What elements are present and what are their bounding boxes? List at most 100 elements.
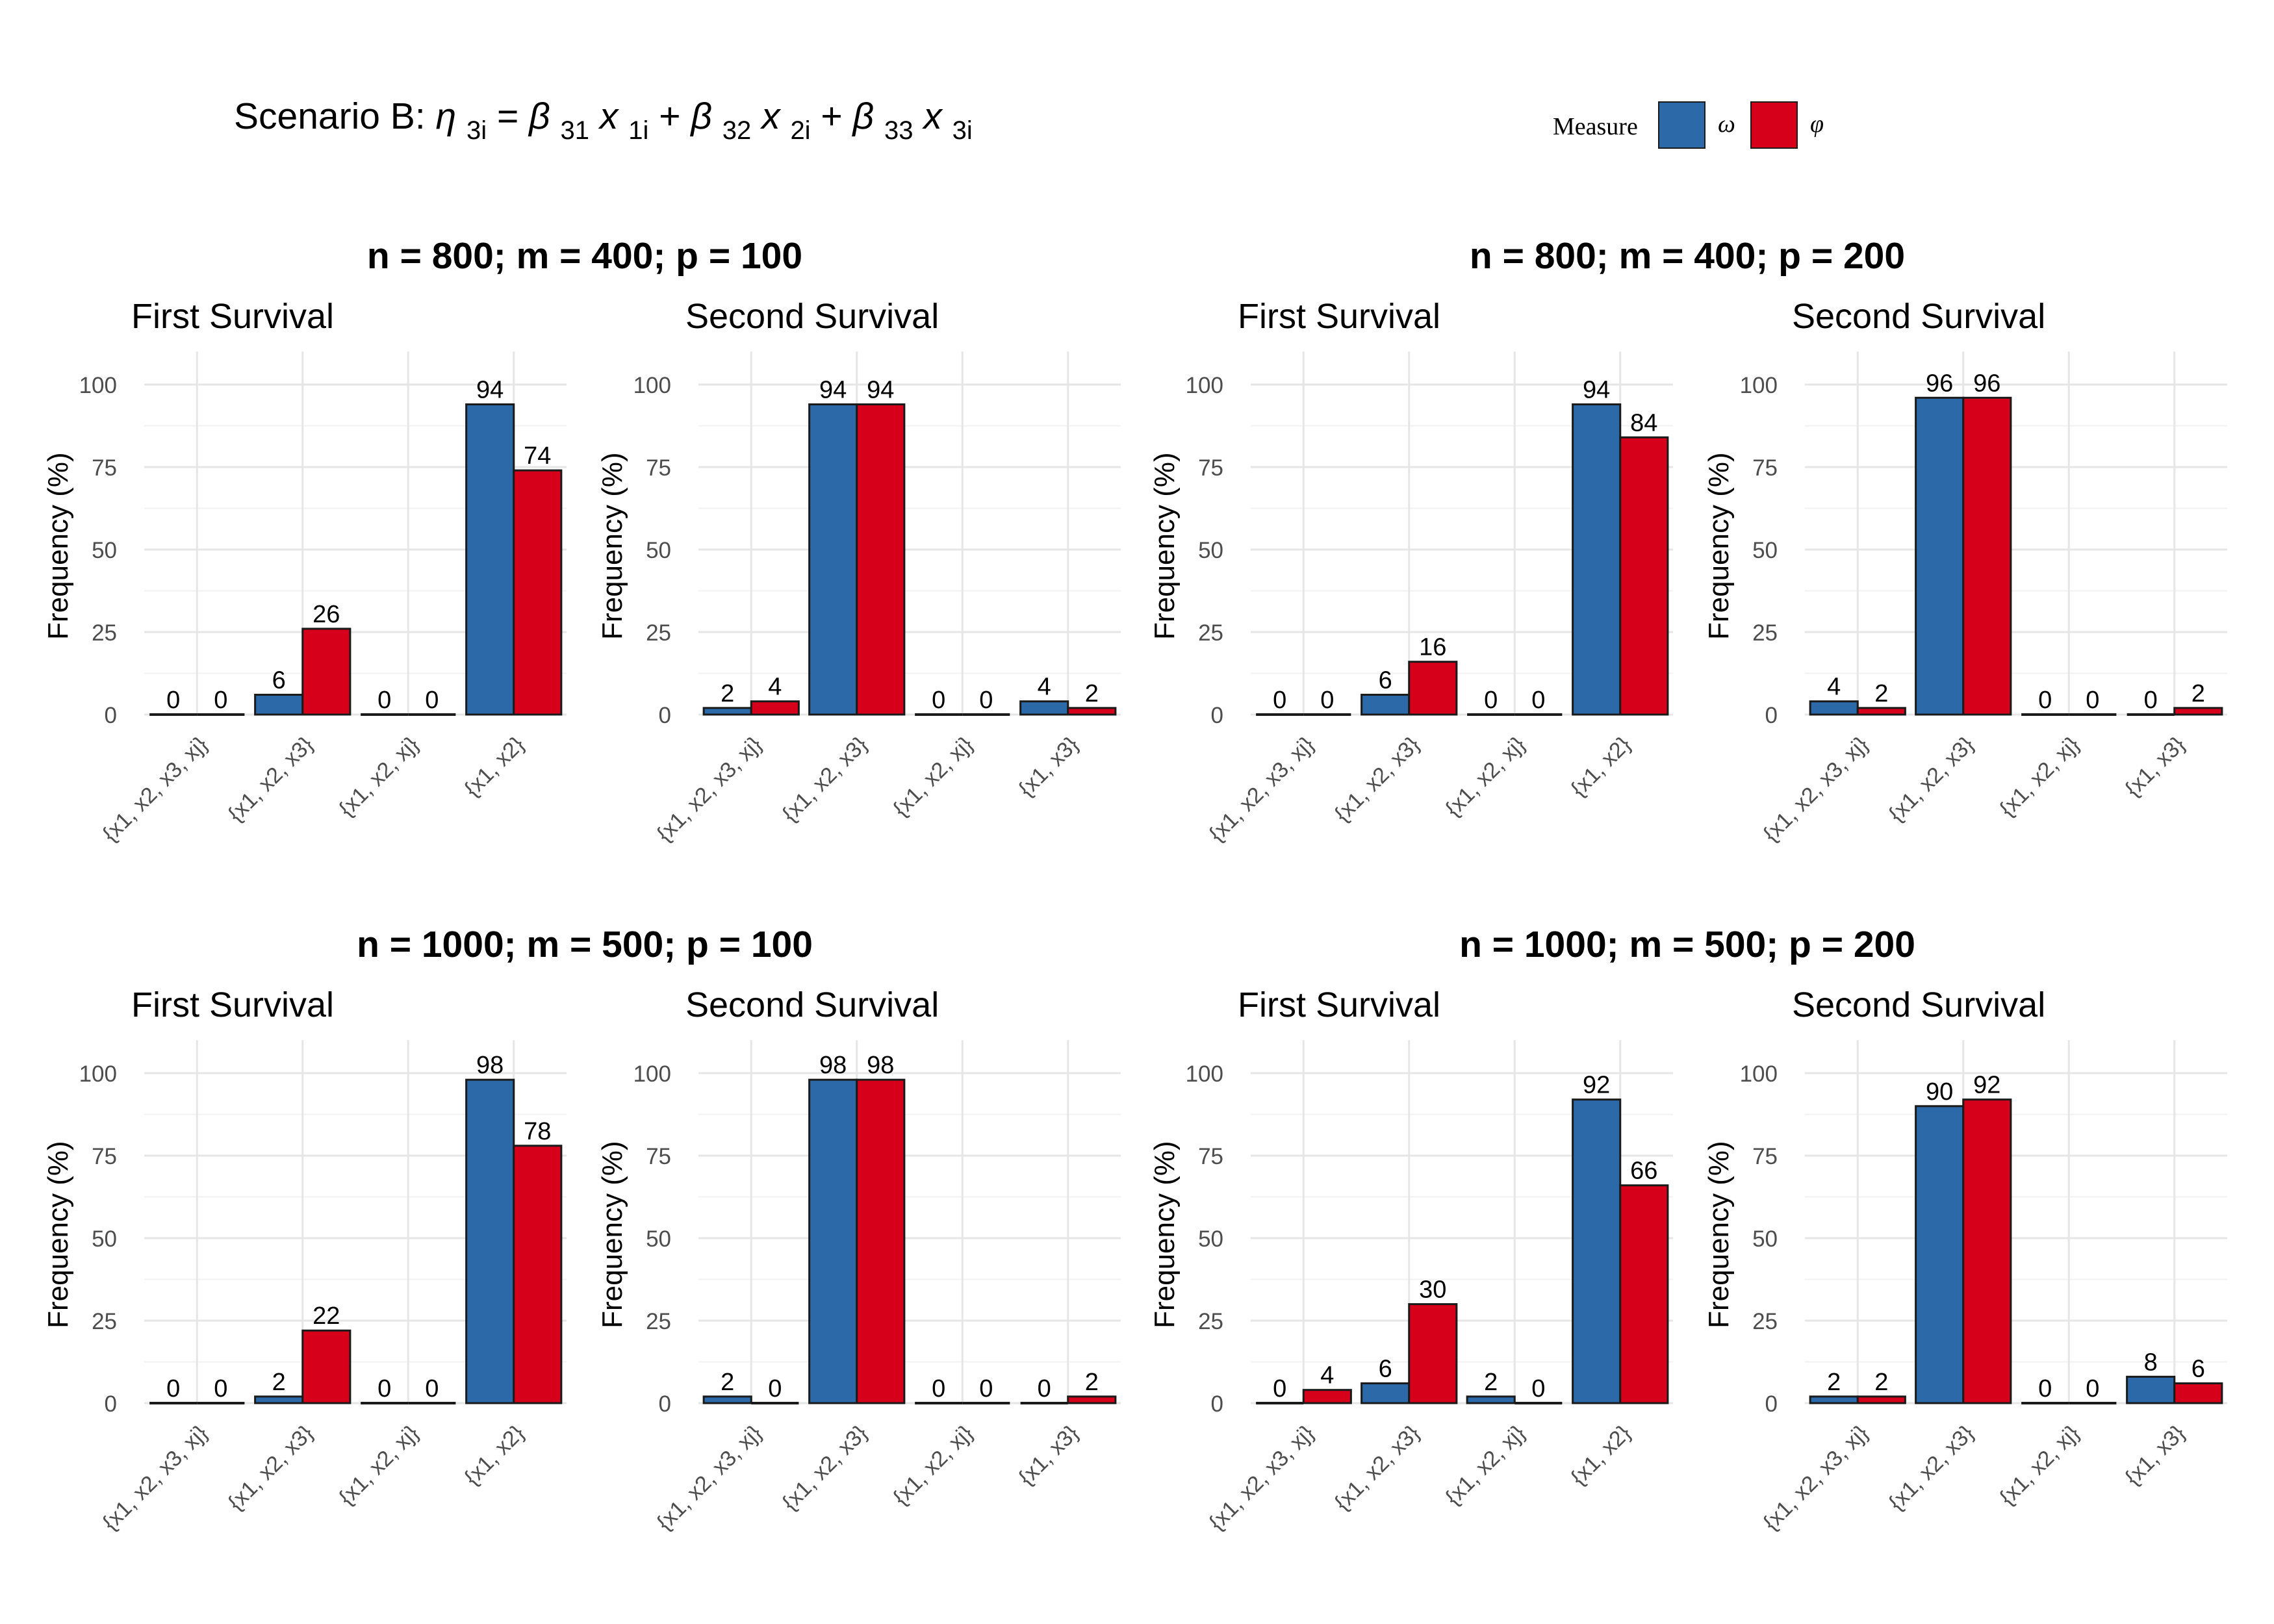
y-tick-label: 100 bbox=[1186, 373, 1223, 398]
data-label: 0 bbox=[2086, 1375, 2099, 1402]
y-tick-label: 50 bbox=[646, 538, 671, 563]
group-title-1: n = 800; m = 400; p = 100 bbox=[367, 235, 802, 277]
y-tick-label: 0 bbox=[1765, 703, 1778, 728]
y-tick-label: 25 bbox=[92, 620, 117, 646]
legend-swatch-omega bbox=[1658, 101, 1706, 149]
y-axis-label: Frequency (%) bbox=[42, 1141, 74, 1328]
figure-title: Scenario B: η 3i = β 31 x 1i + β 32 x 2i… bbox=[234, 95, 973, 147]
bar bbox=[1619, 436, 1669, 716]
data-label: 26 bbox=[313, 601, 340, 628]
title-beta-1: β bbox=[528, 95, 550, 137]
title-beta-2: β bbox=[689, 95, 712, 137]
y-tick-label: 100 bbox=[633, 373, 671, 398]
data-label: 0 bbox=[979, 687, 993, 714]
data-label: 0 bbox=[2086, 687, 2099, 714]
title-x-2: x bbox=[760, 95, 782, 137]
data-label: 0 bbox=[377, 1375, 391, 1402]
data-label: 78 bbox=[524, 1118, 551, 1145]
x-tick-label: {x1, x2, xj} bbox=[888, 732, 978, 822]
data-label: 6 bbox=[1379, 667, 1392, 694]
title-beta-3: β bbox=[852, 95, 875, 137]
legend-label-phi: φ bbox=[1810, 110, 1824, 138]
y-tick-label: 0 bbox=[659, 703, 671, 728]
y-tick-label: 25 bbox=[92, 1309, 117, 1334]
bar bbox=[856, 403, 906, 716]
data-label: 8 bbox=[2144, 1349, 2158, 1376]
y-tick-label: 50 bbox=[646, 1226, 671, 1252]
legend-swatch-phi bbox=[1750, 101, 1798, 149]
y-tick-label: 100 bbox=[1740, 1061, 1778, 1087]
data-label: 2 bbox=[1874, 680, 1888, 707]
y-axis-label: Frequency (%) bbox=[42, 452, 74, 640]
group-title-3: n = 1000; m = 500; p = 100 bbox=[357, 924, 813, 965]
title-prefix: Scenario B: bbox=[234, 95, 436, 137]
data-label: 84 bbox=[1630, 409, 1657, 437]
data-label: 0 bbox=[214, 1375, 227, 1402]
title-eta-sub: 3i bbox=[466, 116, 487, 145]
y-axis-label: Frequency (%) bbox=[1149, 1141, 1181, 1328]
bar bbox=[1809, 1395, 1859, 1404]
y-tick-label: 100 bbox=[1740, 373, 1778, 398]
bar bbox=[513, 1145, 563, 1404]
y-tick-label: 75 bbox=[92, 455, 117, 481]
bar bbox=[1856, 707, 1906, 716]
y-tick-label: 0 bbox=[1765, 1391, 1778, 1417]
bar bbox=[1915, 396, 1965, 716]
bar bbox=[465, 1078, 515, 1404]
data-label: 2 bbox=[1874, 1369, 1888, 1396]
data-label: 0 bbox=[1531, 1375, 1545, 1402]
panel-title: First Survival bbox=[1238, 297, 1440, 336]
bar bbox=[1619, 1184, 1669, 1404]
y-axis-label: Frequency (%) bbox=[1149, 452, 1181, 640]
data-label: 4 bbox=[1827, 674, 1841, 701]
x-tick-label: {x1, x2, x3} bbox=[778, 1421, 873, 1516]
panel-title: Second Survival bbox=[1792, 297, 2045, 336]
bar bbox=[1809, 700, 1859, 716]
bar bbox=[856, 1078, 906, 1404]
bar bbox=[1302, 1389, 1352, 1404]
y-tick-label: 100 bbox=[79, 373, 117, 398]
x-tick-label: {x1, x2, xj} bbox=[888, 1421, 978, 1510]
x-tick-label: {x1, x2, x3} bbox=[1884, 732, 1979, 827]
x-tick-label: {x1, x3} bbox=[2120, 1421, 2190, 1490]
legend: Measure ω φ bbox=[1553, 101, 1824, 149]
bar bbox=[2173, 707, 2223, 716]
data-label: 0 bbox=[768, 1375, 782, 1402]
group-title-4: n = 1000; m = 500; p = 200 bbox=[1459, 924, 1915, 965]
data-label: 0 bbox=[1273, 1375, 1286, 1402]
bar bbox=[1067, 707, 1117, 716]
x-tick-label: {x1, x2} bbox=[1566, 1421, 1635, 1490]
data-label: 94 bbox=[819, 376, 847, 403]
bar bbox=[702, 707, 752, 716]
y-axis-label: Frequency (%) bbox=[596, 1141, 628, 1328]
bar bbox=[1962, 1098, 2012, 1404]
data-label: 0 bbox=[1531, 687, 1545, 714]
title-x-3-sub: 3i bbox=[952, 116, 973, 145]
panel-title: Second Survival bbox=[685, 297, 939, 336]
y-tick-label: 75 bbox=[1198, 1144, 1223, 1169]
data-label: 4 bbox=[1038, 674, 1051, 701]
bar bbox=[1962, 396, 2012, 716]
x-tick-label: {x1, x2} bbox=[459, 732, 529, 802]
bar bbox=[513, 469, 563, 716]
y-tick-label: 75 bbox=[646, 455, 671, 481]
bar bbox=[1466, 1395, 1516, 1404]
data-label: 74 bbox=[524, 442, 551, 470]
x-tick-label: {x1, x2} bbox=[459, 1421, 529, 1490]
data-label: 2 bbox=[1484, 1369, 1498, 1396]
bar bbox=[1408, 1303, 1458, 1404]
data-label: 0 bbox=[932, 1375, 945, 1402]
bar bbox=[254, 694, 304, 716]
bar bbox=[1408, 661, 1458, 716]
data-label: 16 bbox=[1419, 634, 1446, 661]
bar bbox=[1572, 1098, 1622, 1404]
data-label: 0 bbox=[425, 687, 439, 714]
data-label: 96 bbox=[1926, 370, 1953, 397]
title-x-1-sub: 1i bbox=[628, 116, 648, 145]
y-tick-label: 100 bbox=[633, 1061, 671, 1087]
x-tick-label: {x1, x2, x3} bbox=[224, 732, 318, 827]
data-label: 94 bbox=[476, 376, 504, 403]
